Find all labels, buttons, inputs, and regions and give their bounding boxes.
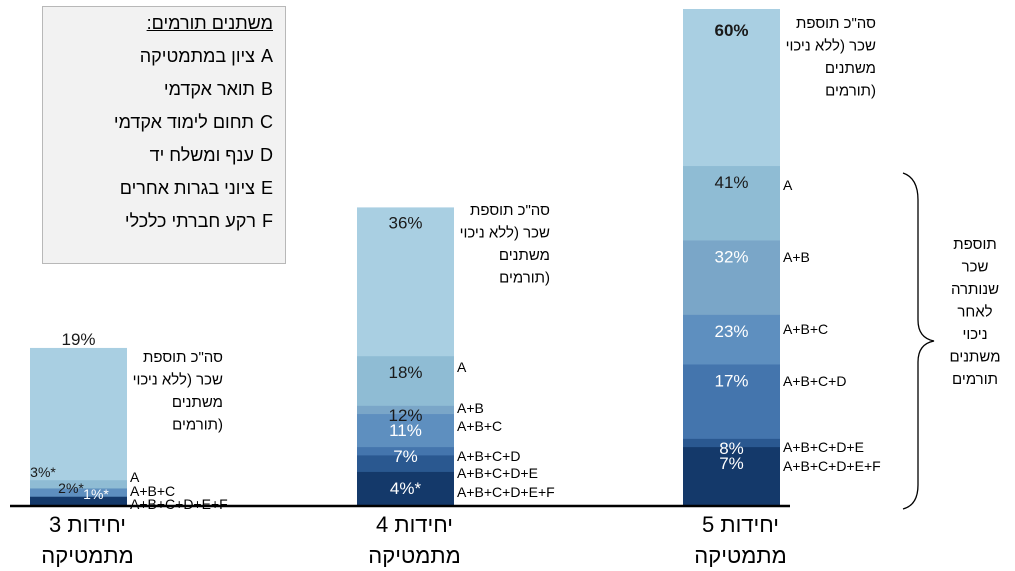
legend-label: ציון במתמטיקה [139, 46, 255, 66]
legend-key: B [260, 79, 273, 99]
legend-label: רקע חברתי כלכלי [124, 211, 256, 231]
legend-item-d: D ענף ומשלח יד [43, 139, 273, 172]
legend-key: F [262, 211, 273, 231]
value-label: 8% [719, 439, 744, 458]
category-label: 3 יחידות [49, 512, 126, 537]
brace-label-line: תורמים [952, 371, 998, 388]
value-label: 3%* [30, 464, 56, 480]
combo-label: A+B+C+D+E+F [457, 484, 555, 500]
total-note-line: משתנים [172, 394, 223, 411]
legend-title: משתנים תורמים: [146, 13, 273, 33]
value-label: 36% [388, 213, 422, 232]
legend-item-a: Aציון במתמטיקה [43, 40, 273, 73]
total-note-line: משתנים [499, 247, 550, 264]
legend-label: ציוני בגרות אחרים [119, 178, 255, 198]
total-note-line: משתנים [825, 60, 876, 77]
combo-label: A+B+C [783, 321, 828, 337]
legend-key: C [260, 112, 273, 132]
brace-label: תוספת שכר שנותרה לאחר ניכוי משתנים תורמים [949, 236, 1000, 388]
total-note-line: תורמים) [172, 417, 223, 434]
value-label: 32% [714, 247, 748, 266]
total-note-line: שכר (ללא ניכוי [133, 372, 223, 389]
value-label: 7% [393, 447, 418, 466]
combo-label: A+B+C+D+E+F [130, 496, 228, 512]
legend-key: D [260, 145, 273, 165]
legend-label: תחום לימוד אקדמי [113, 112, 254, 132]
legend-label: ענף ומשלח יד [149, 145, 254, 165]
legend-key: A [260, 46, 273, 66]
brace-label-line: שנותרה [951, 281, 999, 298]
category-label: מתמטיקה [694, 543, 786, 568]
value-label: 7% [719, 454, 744, 473]
combo-label: A+B+C+D+E+F [783, 458, 881, 474]
legend-key: E [260, 178, 273, 198]
value-label: 18% [388, 363, 422, 382]
value-label: 17% [714, 371, 748, 390]
value-label: 12% [388, 406, 422, 425]
value-label: 23% [714, 322, 748, 341]
category-label: מתמטיקה [41, 543, 133, 568]
combo-label: A+B+C+D+E [457, 465, 538, 481]
legend-item-e: Eציוני בגרות אחרים [43, 172, 273, 205]
value-label: 11% [389, 421, 422, 440]
total-note-line: סה"כ תוספת [143, 349, 223, 366]
value-label: 2%* [58, 480, 84, 496]
total-note-line: תורמים) [825, 83, 876, 100]
total-note-line: סה"כ תוספת [470, 202, 550, 219]
value-label: 41% [714, 173, 748, 192]
brace-label-line: ניכוי [962, 326, 987, 343]
bar-segment-total [30, 347, 127, 505]
legend: משתנים תורמים: Aציון במתמטיקה Bתואר אקדמי… [42, 6, 286, 264]
legend-item-c: C תחום לימוד אקדמי [43, 106, 273, 139]
total-note-line: סה"כ תוספת [796, 15, 876, 32]
bar-segment-a-b-c-d-e-f [30, 496, 127, 505]
total-note-line: שכר (ללא ניכוי [786, 38, 876, 55]
labels-layer: 19%3%*2%* 1%*AA+B+CA+B+C+D+E+Fסה"כ תוספתש… [30, 15, 881, 568]
combo-label: A+B+C+D+E [783, 439, 864, 455]
right-brace [902, 172, 935, 510]
total-note-line: שכר (ללא ניכוי [460, 225, 550, 242]
combo-label: A [783, 177, 793, 193]
brace-label-line: לאחר [957, 304, 992, 321]
bar-segment-a-b-c-d-e-f [357, 471, 454, 505]
category-label: 4 יחידות [376, 512, 453, 537]
combo-label: A+B+C [130, 483, 175, 499]
brace-label-line: משתנים [949, 349, 1000, 366]
legend-item-f: F רקע חברתי כלכלי [43, 205, 273, 238]
brace-label-line: שכר [962, 259, 989, 276]
value-label: 4%* [390, 479, 422, 498]
combo-label: A+B+C+D [457, 448, 520, 464]
brace-label-line: תוספת [953, 236, 996, 253]
combo-label: A [130, 469, 140, 485]
category-label: מתמטיקה [368, 543, 460, 568]
combo-label: A+B [783, 249, 810, 265]
combo-label: A+B [457, 400, 484, 416]
value-label: 1%* [83, 486, 109, 502]
value-label: 19% [61, 330, 95, 349]
bar-segment-a-b-c-d-e-f [683, 447, 780, 505]
combo-label: A+B+C+D [783, 373, 846, 389]
legend-label: תואר אקדמי [163, 79, 255, 99]
value-label: 60% [714, 21, 748, 40]
legend-item-b: Bתואר אקדמי [43, 73, 273, 106]
combo-label: A+B+C [457, 418, 502, 434]
combo-label: A [457, 359, 467, 375]
total-note-line: תורמים) [499, 270, 550, 287]
category-label: 5 יחידות [702, 512, 779, 537]
bars-layer [30, 9, 780, 506]
